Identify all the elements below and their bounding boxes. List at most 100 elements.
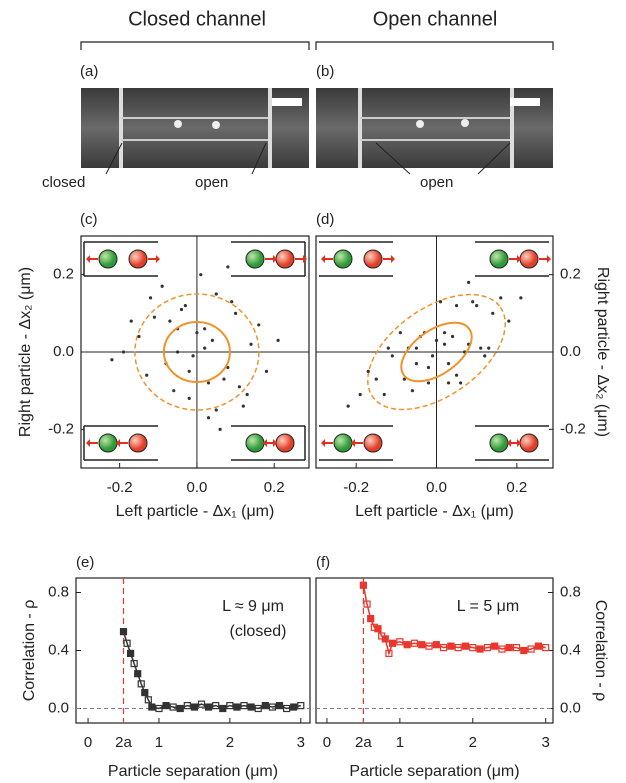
pointer bbox=[105, 142, 123, 175]
point bbox=[386, 346, 390, 350]
point bbox=[483, 354, 487, 358]
marker bbox=[542, 643, 550, 652]
marker bbox=[388, 639, 397, 647]
inset-ball bbox=[98, 249, 118, 269]
x-tick-label: 2a bbox=[355, 734, 372, 751]
micrograph bbox=[81, 88, 309, 168]
y-axis-label: Right particle - Δx₂ (μm) bbox=[17, 267, 34, 437]
point bbox=[434, 338, 439, 342]
marker bbox=[119, 628, 128, 636]
contour bbox=[134, 293, 260, 411]
point bbox=[390, 354, 394, 358]
point bbox=[410, 389, 415, 393]
point bbox=[183, 304, 187, 308]
marker bbox=[447, 642, 455, 650]
point bbox=[249, 342, 253, 346]
point bbox=[442, 331, 447, 335]
point bbox=[264, 369, 269, 373]
panel-label: (b) bbox=[316, 63, 334, 80]
marker bbox=[469, 643, 477, 652]
inset-arrow bbox=[547, 255, 551, 263]
point bbox=[454, 304, 459, 308]
bracket bbox=[315, 41, 554, 50]
contour bbox=[400, 321, 473, 383]
y-tick-label: 0.0 bbox=[560, 699, 581, 716]
annotation: L ≈ 9 μm bbox=[222, 598, 284, 615]
x-tick-label: 3 bbox=[542, 734, 550, 751]
point bbox=[226, 365, 230, 370]
x-tick-label: 2 bbox=[469, 734, 477, 751]
marker bbox=[247, 703, 255, 711]
inset-ball bbox=[489, 433, 509, 453]
inset-ball bbox=[245, 433, 265, 453]
point bbox=[168, 319, 172, 323]
y-tick-label: 0.4 bbox=[560, 641, 581, 658]
marker bbox=[374, 625, 382, 633]
marker bbox=[137, 680, 145, 688]
inset bbox=[319, 424, 393, 462]
contour bbox=[367, 293, 506, 411]
y-axis-label: Correlation - ρ bbox=[592, 600, 609, 702]
inset-arrow bbox=[321, 439, 325, 447]
point bbox=[450, 334, 455, 339]
marker bbox=[283, 704, 291, 713]
marker bbox=[491, 642, 499, 650]
point bbox=[398, 331, 402, 335]
marker bbox=[141, 688, 149, 697]
inset-arrow bbox=[351, 439, 355, 447]
marker bbox=[254, 704, 262, 713]
marker bbox=[440, 643, 448, 652]
point bbox=[172, 389, 176, 393]
marker bbox=[359, 581, 367, 589]
marker bbox=[261, 701, 269, 710]
y-axis-label: Right particle - Δx₂ (μm) bbox=[594, 267, 611, 437]
point bbox=[366, 369, 370, 373]
marker bbox=[534, 642, 543, 650]
marker bbox=[403, 641, 411, 649]
inset-ball bbox=[489, 249, 509, 269]
marker bbox=[162, 701, 170, 710]
x-axis-label: Left particle - Δx₁ (μm) bbox=[355, 503, 514, 520]
inset-arrow bbox=[263, 439, 267, 447]
inset-ball bbox=[363, 249, 383, 269]
x-tick-label: -0.2 bbox=[343, 479, 369, 496]
y-tick-label: 0.0 bbox=[53, 343, 74, 360]
point bbox=[438, 300, 443, 304]
header: Open channel bbox=[373, 8, 498, 30]
marker bbox=[123, 639, 131, 647]
point bbox=[145, 373, 149, 377]
marker bbox=[410, 639, 419, 647]
point bbox=[222, 377, 226, 381]
x-tick-label: 0 bbox=[84, 734, 92, 751]
point bbox=[475, 304, 479, 308]
point bbox=[191, 354, 195, 358]
x-tick-label: 2a bbox=[115, 734, 132, 751]
marker bbox=[476, 645, 484, 653]
point bbox=[459, 381, 463, 385]
pointer bbox=[375, 142, 411, 175]
inset-ball bbox=[98, 433, 118, 453]
point bbox=[402, 377, 406, 381]
marker bbox=[290, 703, 298, 711]
contour bbox=[162, 321, 231, 383]
pointer bbox=[251, 142, 267, 175]
marker bbox=[275, 701, 284, 710]
y-tick-label: 0.2 bbox=[560, 266, 581, 283]
marker bbox=[520, 646, 528, 655]
point bbox=[257, 323, 261, 327]
inset bbox=[231, 240, 307, 278]
marker bbox=[381, 635, 389, 643]
marker bbox=[126, 649, 135, 658]
inset-arrow bbox=[156, 255, 160, 263]
pointer bbox=[477, 142, 511, 175]
marker bbox=[130, 659, 138, 668]
point bbox=[414, 346, 419, 350]
point bbox=[206, 416, 211, 420]
x-tick-label: 0.2 bbox=[264, 479, 285, 496]
point bbox=[446, 362, 451, 366]
inset-ball bbox=[275, 249, 295, 269]
marker bbox=[483, 643, 491, 652]
point bbox=[519, 296, 523, 300]
panel-label: (a) bbox=[80, 63, 98, 80]
x-tick-label: -0.2 bbox=[107, 479, 133, 496]
